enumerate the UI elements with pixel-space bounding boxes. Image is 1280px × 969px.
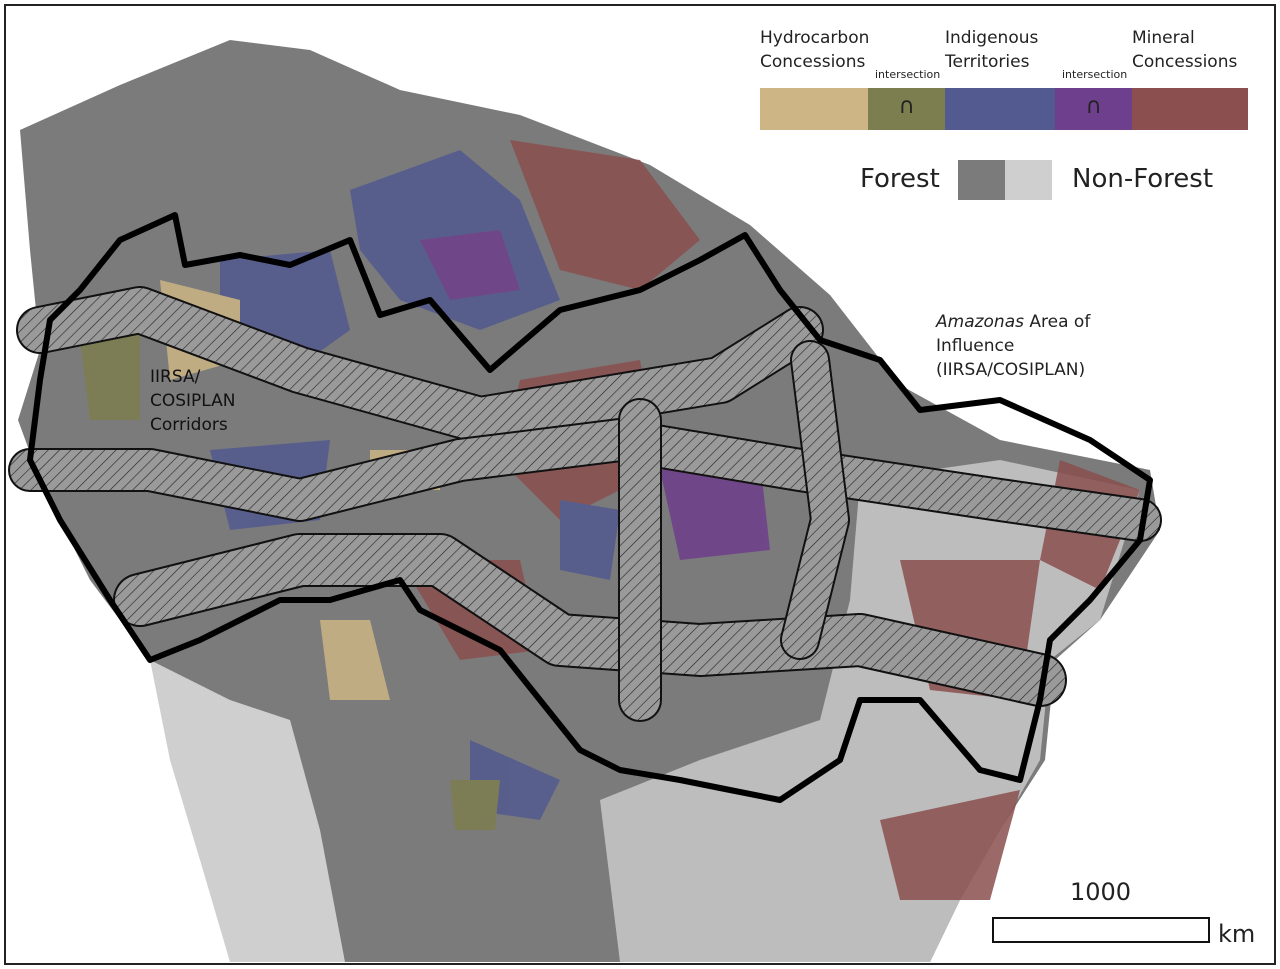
legend-heading: Indigenous Territories [945,28,1039,72]
legend-heading: Hydrocarbon Concessions [760,28,870,72]
scale-bar [992,917,1210,943]
legend-symbol: ∩ [898,94,915,119]
scale-unit: km [1218,920,1256,948]
non-forest [150,660,345,962]
legend-swatch [945,88,1055,130]
corridors-label: IIRSA/ COSIPLAN Corridors [150,367,236,435]
legend-swatch [760,88,868,130]
legend-swatch [868,88,945,130]
legend-swatch [1132,88,1248,130]
legend-heading: Mineral Concessions [1132,28,1238,72]
area-of-influence [27,212,1153,803]
cover-label: Forest [860,164,940,194]
legend-caption: intersection [1062,68,1128,81]
scale-value: 1000 [1070,878,1132,906]
cover-swatch [958,160,1005,200]
cover-swatch [1005,160,1052,200]
legend-caption: intersection [875,68,941,81]
corridors [8,286,1162,722]
cover-label: Non-Forest [1072,164,1214,194]
legend-symbol: ∩ [1085,94,1102,119]
legend-swatch [1055,88,1132,130]
area-label: Amazonas Area of Influence (IIRSA/COSIPL… [936,312,1091,380]
